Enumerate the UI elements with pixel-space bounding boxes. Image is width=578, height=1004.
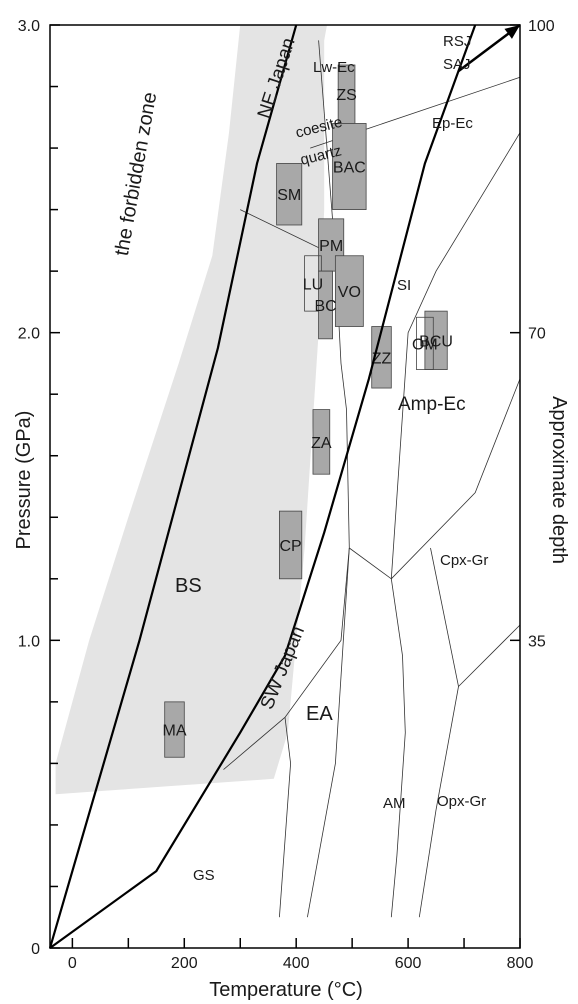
- phase-boundary-3: [223, 547, 350, 770]
- box-label-zs: ZS: [336, 87, 356, 104]
- sample-box-bac: [332, 123, 367, 210]
- box-label-pm: PM: [319, 238, 343, 255]
- region-gs: GS: [193, 867, 215, 884]
- region-cpx-gr: Cpx-Gr: [440, 552, 488, 569]
- region-amp-ec: Amp-Ec: [398, 394, 466, 415]
- box-label-bcu: BCU: [419, 333, 453, 350]
- phase-boundary-5: [279, 717, 292, 918]
- box-label-vo: VO: [338, 284, 361, 301]
- box-label-bc: BC: [314, 298, 336, 315]
- label-forbidden-zone: the forbidden zone: [111, 90, 161, 257]
- sample-box-bc: [318, 270, 333, 340]
- y-tick-label: 2.0: [18, 326, 40, 343]
- region-bs: BS: [175, 575, 202, 597]
- y-tick-label: 0: [31, 941, 40, 958]
- phase-boundary-7: [391, 378, 521, 580]
- y2-axis-title: Approximate depth: [548, 396, 570, 564]
- y-tick-label: 1.0: [18, 633, 40, 650]
- box-label-bac: BAC: [333, 160, 366, 177]
- label-si: SI: [397, 277, 411, 294]
- sample-box-ma: [164, 701, 185, 758]
- y2-tick-label: 35: [528, 633, 546, 650]
- sample-boxes: ZS BAC SM PM VO LU BC BCU ZZ OM ZA CP MA: [162, 64, 453, 758]
- phase-boundary-9: [418, 686, 459, 918]
- label-saj: SAJ: [443, 56, 471, 73]
- box-label-sm: SM: [277, 187, 301, 204]
- x-tick-label: 400: [283, 955, 310, 972]
- box-label-lu: LU: [303, 276, 323, 293]
- region-lw-ec: Lw-Ec: [313, 59, 355, 76]
- x-tick-label: 200: [171, 955, 198, 972]
- y2-tick-label: 70: [528, 326, 546, 343]
- phase-boundary-4: [307, 547, 350, 918]
- label-rsj: RSJ: [443, 33, 471, 50]
- region-ea: EA: [306, 703, 333, 725]
- plot-frame: [49, 24, 521, 949]
- box-label-zz: ZZ: [372, 350, 392, 367]
- sample-box-pm: [318, 218, 345, 272]
- x-tick-label: 600: [395, 955, 422, 972]
- region-opx-gr: Opx-Gr: [437, 793, 486, 810]
- y-axis-title: Pressure (GPa): [13, 411, 35, 550]
- box-label-om: OM: [412, 336, 438, 353]
- shaded-field: [55, 25, 327, 795]
- y-tick-label: 3.0: [18, 18, 40, 35]
- sample-box-vo: [334, 255, 364, 327]
- sample-box-sm: [276, 163, 303, 226]
- region-ep-ec: Ep-Ec: [432, 115, 473, 132]
- y2-tick-label: 100: [528, 18, 555, 35]
- arrow-head-icon: [504, 25, 520, 39]
- x-tick-label: 0: [68, 955, 77, 972]
- region-am: AM: [383, 795, 406, 812]
- curve-ne-japan: [48, 24, 298, 949]
- box-label-za: ZA: [311, 435, 332, 452]
- subduction-curves: [48, 23, 521, 949]
- box-label-cp: CP: [279, 538, 301, 555]
- sample-box-om: [416, 316, 434, 370]
- box-label-ma: MA: [162, 723, 186, 740]
- x-axis-title: Temperature (°C): [209, 979, 363, 1001]
- phase-boundary-6: [390, 578, 406, 918]
- sample-box-bcu: [424, 310, 448, 370]
- x-tick-label: 800: [507, 955, 534, 972]
- sample-box-cp: [279, 510, 303, 580]
- sample-box-za: [312, 409, 331, 475]
- axes: 0 200 400 600 800 0 1.0 2.0 3.0 35 70 100: [18, 18, 555, 972]
- curve-sw-japan: [49, 24, 477, 949]
